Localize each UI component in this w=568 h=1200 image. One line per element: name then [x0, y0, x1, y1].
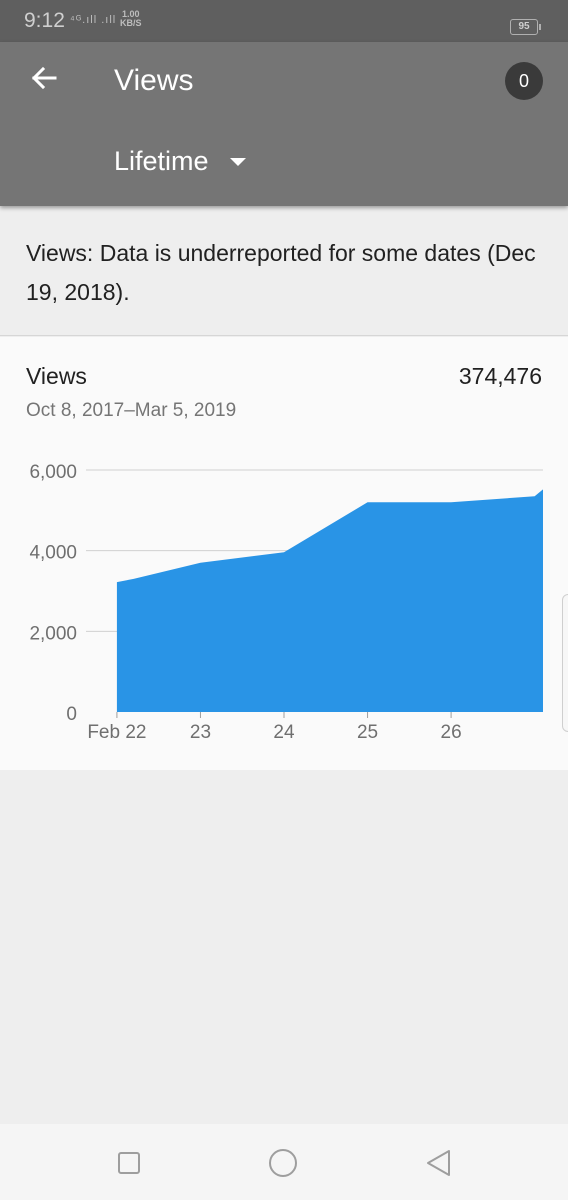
metric-card[interactable]: Views 374,476 Oct 8, 2017–Mar 5, 2019 0 2…: [0, 337, 568, 770]
views-series-area: [116, 489, 544, 712]
y-tick-label: 0: [66, 704, 77, 725]
app-bar: Views 0 Lifetime: [0, 42, 568, 206]
metric-total: 374,476: [458, 363, 542, 389]
page-title: Views: [114, 64, 194, 97]
status-bar: 9:12 ⁴ᴳ.ıll .ıll 1.00 KB/S 95: [0, 0, 568, 42]
period-dropdown[interactable]: Lifetime: [114, 146, 247, 186]
notification-count-badge[interactable]: 0: [505, 62, 543, 100]
data-notice: Views: Data is underreported for some da…: [0, 206, 568, 336]
date-range: Oct 8, 2017–Mar 5, 2019: [26, 400, 237, 421]
y-tick-label: 4,000: [29, 543, 77, 564]
x-tick-label: 25: [357, 722, 378, 743]
views-area-chart: 0 2,000 4,000 6,000 Feb 22 23 24 25 26: [29, 462, 544, 743]
signal-icon: ⁴ᴳ.ıll .ıll: [70, 14, 117, 26]
x-tick-label: 23: [190, 722, 211, 743]
y-tick-label: 6,000: [29, 462, 77, 483]
back-arrow-icon[interactable]: [28, 62, 60, 94]
status-time: 9:12: [24, 9, 65, 32]
x-tick-label: Feb 22: [87, 722, 146, 743]
battery-level: 95: [518, 21, 530, 32]
x-tick-label: 24: [273, 722, 295, 743]
y-tick-label: 2,000: [29, 623, 77, 644]
network-speed-value: 1.00: [121, 9, 140, 19]
network-speed: 1.00 KB/S: [120, 10, 142, 28]
dropdown-arrow-icon: [230, 157, 246, 166]
triangle-back-icon[interactable]: [424, 1148, 454, 1178]
battery-icon: 95: [510, 19, 541, 35]
metric-label: Views: [26, 363, 87, 389]
square-icon[interactable]: [114, 1148, 144, 1178]
circle-icon[interactable]: [268, 1148, 298, 1178]
x-tick-label: 26: [441, 722, 462, 743]
notice-text: Views: Data is underreported for some da…: [26, 240, 536, 305]
system-nav-bar: [0, 1124, 568, 1200]
period-label: Lifetime: [114, 146, 209, 176]
edge-panel-handle[interactable]: [562, 594, 568, 732]
network-speed-unit: KB/S: [120, 18, 142, 28]
